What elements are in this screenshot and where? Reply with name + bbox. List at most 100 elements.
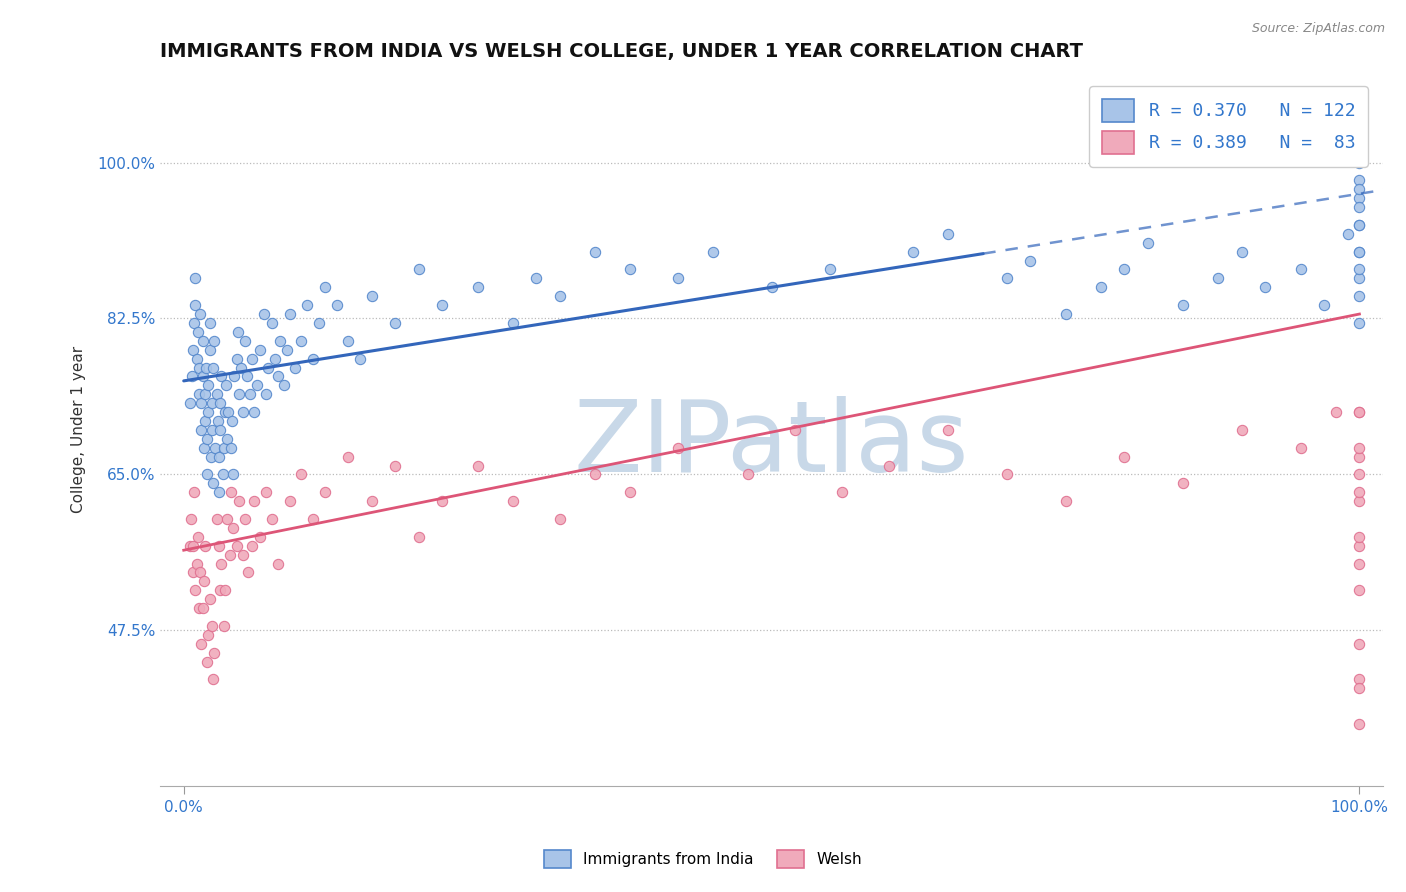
Point: [260, 512, 283, 526]
Point: [820, 262, 842, 277]
Point: [936, 423, 959, 437]
Point: [1348, 405, 1371, 419]
Point: [502, 494, 524, 508]
Point: [901, 244, 924, 259]
Point: [502, 316, 524, 330]
Point: [1348, 467, 1371, 482]
Point: [1171, 476, 1194, 491]
Point: [1324, 405, 1347, 419]
Point: [1348, 485, 1371, 500]
Point: [408, 530, 430, 544]
Point: [179, 396, 201, 410]
Point: [995, 271, 1018, 285]
Point: [1054, 307, 1077, 321]
Point: [831, 485, 853, 500]
Point: [222, 521, 245, 535]
Point: [1348, 405, 1371, 419]
Point: [1208, 271, 1230, 285]
Point: [183, 485, 205, 500]
Point: [195, 655, 218, 669]
Point: [233, 334, 256, 348]
Point: [224, 369, 246, 384]
Point: [201, 396, 224, 410]
Text: ZIPatlas: ZIPatlas: [574, 396, 969, 492]
Point: [467, 280, 489, 294]
Y-axis label: College, Under 1 year: College, Under 1 year: [72, 346, 86, 514]
Point: [188, 601, 211, 615]
Point: [190, 396, 212, 410]
Point: [202, 360, 225, 375]
Point: [212, 619, 235, 633]
Point: [264, 351, 287, 366]
Point: [1348, 494, 1371, 508]
Point: [180, 512, 202, 526]
Point: [666, 271, 689, 285]
Point: [702, 244, 724, 259]
Point: [209, 369, 232, 384]
Point: [1348, 557, 1371, 571]
Point: [205, 387, 228, 401]
Point: [238, 566, 260, 580]
Point: [214, 583, 236, 598]
Point: [201, 619, 224, 633]
Point: [198, 343, 221, 357]
Point: [337, 334, 360, 348]
Point: [1348, 191, 1371, 205]
Point: [217, 432, 239, 446]
Point: [208, 450, 231, 464]
Point: [195, 360, 218, 375]
Point: [1348, 271, 1371, 285]
Point: [186, 351, 208, 366]
Point: [240, 351, 263, 366]
Point: [1348, 244, 1371, 259]
Point: [217, 405, 239, 419]
Point: [246, 378, 269, 392]
Point: [207, 414, 229, 428]
Point: [205, 512, 228, 526]
Point: [1230, 423, 1253, 437]
Point: [183, 316, 205, 330]
Point: [1348, 583, 1371, 598]
Point: [191, 369, 214, 384]
Point: [197, 405, 219, 419]
Point: [195, 467, 218, 482]
Point: [254, 387, 277, 401]
Point: [619, 262, 641, 277]
Point: [193, 574, 215, 589]
Point: [290, 334, 312, 348]
Point: [219, 485, 242, 500]
Point: [1289, 441, 1312, 455]
Point: [1337, 227, 1360, 241]
Point: [384, 316, 406, 330]
Point: [190, 423, 212, 437]
Point: [188, 387, 211, 401]
Point: [1348, 218, 1371, 232]
Point: [302, 512, 325, 526]
Point: [195, 432, 218, 446]
Point: [1348, 450, 1371, 464]
Point: [194, 387, 217, 401]
Point: [995, 467, 1018, 482]
Point: [191, 601, 214, 615]
Point: [236, 369, 259, 384]
Point: [1254, 280, 1277, 294]
Point: [360, 289, 382, 303]
Point: [254, 485, 277, 500]
Point: [181, 566, 204, 580]
Point: [190, 637, 212, 651]
Point: [278, 307, 301, 321]
Point: [184, 298, 207, 312]
Point: [1136, 235, 1159, 250]
Point: [1348, 539, 1371, 553]
Point: [384, 458, 406, 473]
Point: [1348, 530, 1371, 544]
Point: [187, 325, 209, 339]
Point: [208, 539, 231, 553]
Point: [583, 244, 606, 259]
Point: [188, 566, 211, 580]
Point: [226, 325, 249, 339]
Point: [295, 298, 318, 312]
Point: [1114, 450, 1136, 464]
Point: [349, 351, 371, 366]
Point: [785, 423, 807, 437]
